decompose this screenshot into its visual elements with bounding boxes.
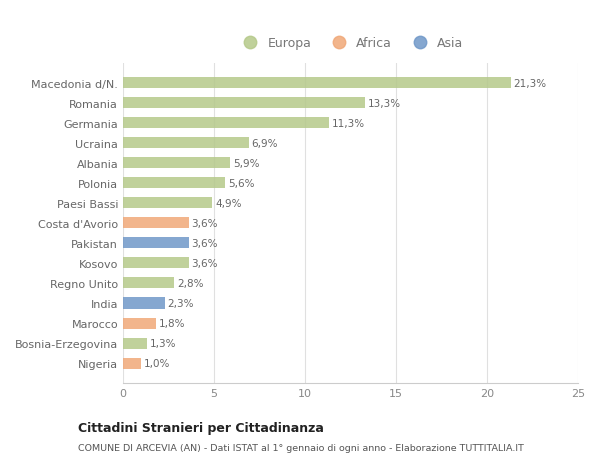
Bar (123, 238, 188, 249)
Bar (123, 198, 212, 209)
Bar (123, 298, 165, 309)
Bar (123, 358, 142, 369)
Text: 3,6%: 3,6% (191, 218, 218, 229)
Text: 1,3%: 1,3% (149, 338, 176, 348)
Text: 21,3%: 21,3% (514, 78, 547, 89)
Text: 1,8%: 1,8% (158, 319, 185, 328)
Bar (123, 118, 329, 129)
Text: 4,9%: 4,9% (215, 198, 241, 208)
Bar (123, 318, 156, 329)
Text: 2,8%: 2,8% (177, 278, 203, 288)
Bar (123, 158, 230, 169)
Text: 11,3%: 11,3% (331, 118, 365, 129)
Bar (123, 98, 365, 109)
Bar (123, 78, 511, 89)
Bar (123, 218, 188, 229)
Bar (123, 138, 248, 149)
Text: 5,9%: 5,9% (233, 158, 260, 168)
Text: 3,6%: 3,6% (191, 238, 218, 248)
Legend: Europa, Africa, Asia: Europa, Africa, Asia (234, 34, 467, 54)
Bar (123, 338, 147, 349)
Text: 1,0%: 1,0% (144, 358, 170, 368)
Text: 3,6%: 3,6% (191, 258, 218, 269)
Text: 5,6%: 5,6% (228, 179, 254, 189)
Bar (123, 178, 225, 189)
Bar (123, 278, 174, 289)
Text: 6,9%: 6,9% (251, 139, 278, 149)
Text: COMUNE DI ARCEVIA (AN) - Dati ISTAT al 1° gennaio di ogni anno - Elaborazione TU: COMUNE DI ARCEVIA (AN) - Dati ISTAT al 1… (78, 443, 524, 452)
Text: 2,3%: 2,3% (167, 298, 194, 308)
Bar (123, 258, 188, 269)
Text: Cittadini Stranieri per Cittadinanza: Cittadini Stranieri per Cittadinanza (78, 421, 324, 434)
Text: 13,3%: 13,3% (368, 99, 401, 108)
